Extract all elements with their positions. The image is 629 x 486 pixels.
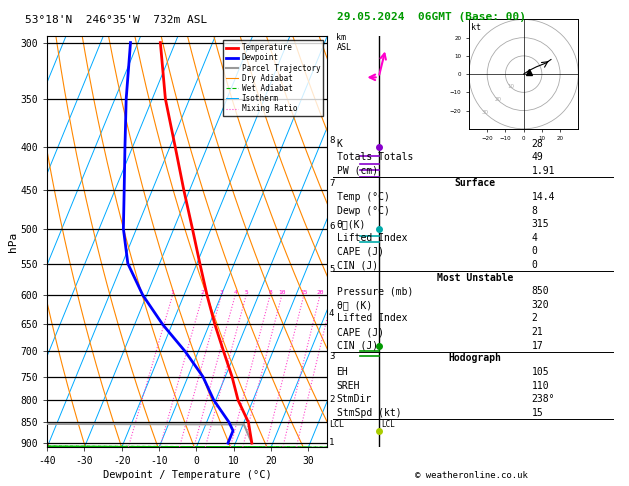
Text: 2: 2 — [201, 290, 204, 295]
Text: SREH: SREH — [337, 381, 360, 391]
Text: 3: 3 — [329, 352, 335, 361]
Text: 4: 4 — [233, 290, 237, 295]
Text: 2: 2 — [532, 313, 537, 324]
Text: 320: 320 — [532, 300, 549, 310]
Text: 20: 20 — [316, 290, 324, 295]
Text: 5: 5 — [329, 265, 335, 275]
Text: 53°18'N  246°35'W  732m ASL: 53°18'N 246°35'W 732m ASL — [25, 15, 208, 25]
Text: 0: 0 — [532, 260, 537, 270]
Text: 0: 0 — [532, 246, 537, 257]
Text: Lifted Index: Lifted Index — [337, 233, 407, 243]
Text: 110: 110 — [532, 381, 549, 391]
Text: θᴇ(K): θᴇ(K) — [337, 219, 366, 229]
Text: 1.91: 1.91 — [532, 166, 555, 176]
Text: 15: 15 — [532, 408, 543, 418]
Text: Surface: Surface — [454, 178, 496, 189]
Text: 4: 4 — [329, 309, 335, 318]
Text: LCL: LCL — [329, 420, 344, 429]
Text: 8: 8 — [329, 136, 335, 145]
Text: Most Unstable: Most Unstable — [437, 273, 513, 283]
Text: 15: 15 — [300, 290, 308, 295]
Text: 315: 315 — [532, 219, 549, 229]
Text: Pressure (mb): Pressure (mb) — [337, 286, 413, 296]
Text: 850: 850 — [532, 286, 549, 296]
Text: 1: 1 — [329, 438, 335, 448]
Text: CIN (J): CIN (J) — [337, 341, 377, 351]
Text: CIN (J): CIN (J) — [337, 260, 377, 270]
Text: 8: 8 — [532, 206, 537, 216]
Text: © weatheronline.co.uk: © weatheronline.co.uk — [415, 471, 528, 480]
Text: 21: 21 — [532, 327, 543, 337]
Text: 7: 7 — [329, 179, 335, 188]
Text: CAPE (J): CAPE (J) — [337, 327, 384, 337]
Text: 20: 20 — [494, 97, 502, 102]
Text: km
ASL: km ASL — [337, 33, 352, 52]
Text: 3: 3 — [220, 290, 223, 295]
Text: 238°: 238° — [532, 394, 555, 404]
Text: 4: 4 — [532, 233, 537, 243]
Text: 29.05.2024  06GMT (Base: 00): 29.05.2024 06GMT (Base: 00) — [337, 12, 525, 22]
Text: 105: 105 — [532, 367, 549, 377]
Text: 5: 5 — [244, 290, 248, 295]
Text: PW (cm): PW (cm) — [337, 166, 377, 176]
Text: 2: 2 — [329, 395, 335, 404]
Text: 10: 10 — [508, 85, 515, 89]
Text: EH: EH — [337, 367, 348, 377]
Text: StmDir: StmDir — [337, 394, 372, 404]
Text: Dewp (°C): Dewp (°C) — [337, 206, 389, 216]
Text: LCL: LCL — [381, 420, 395, 429]
Text: Lifted Index: Lifted Index — [337, 313, 407, 324]
Text: Totals Totals: Totals Totals — [337, 152, 413, 162]
Text: 49: 49 — [532, 152, 543, 162]
Text: CAPE (J): CAPE (J) — [337, 246, 384, 257]
Text: θᴇ (K): θᴇ (K) — [337, 300, 372, 310]
Text: StmSpd (kt): StmSpd (kt) — [337, 408, 401, 418]
Text: Temp (°C): Temp (°C) — [337, 192, 389, 202]
Text: 30: 30 — [482, 110, 489, 115]
Text: 1: 1 — [170, 290, 174, 295]
Text: Hodograph: Hodograph — [448, 353, 501, 364]
Text: 14.4: 14.4 — [532, 192, 555, 202]
X-axis label: Dewpoint / Temperature (°C): Dewpoint / Temperature (°C) — [103, 470, 272, 480]
Y-axis label: hPa: hPa — [8, 232, 18, 252]
Text: 28: 28 — [532, 139, 543, 149]
Legend: Temperature, Dewpoint, Parcel Trajectory, Dry Adiabat, Wet Adiabat, Isotherm, Mi: Temperature, Dewpoint, Parcel Trajectory… — [223, 40, 323, 116]
Text: 6: 6 — [329, 222, 335, 231]
Text: kt: kt — [470, 23, 481, 32]
Text: 8: 8 — [268, 290, 272, 295]
Text: 17: 17 — [532, 341, 543, 351]
Text: 10: 10 — [278, 290, 286, 295]
Text: K: K — [337, 139, 342, 149]
